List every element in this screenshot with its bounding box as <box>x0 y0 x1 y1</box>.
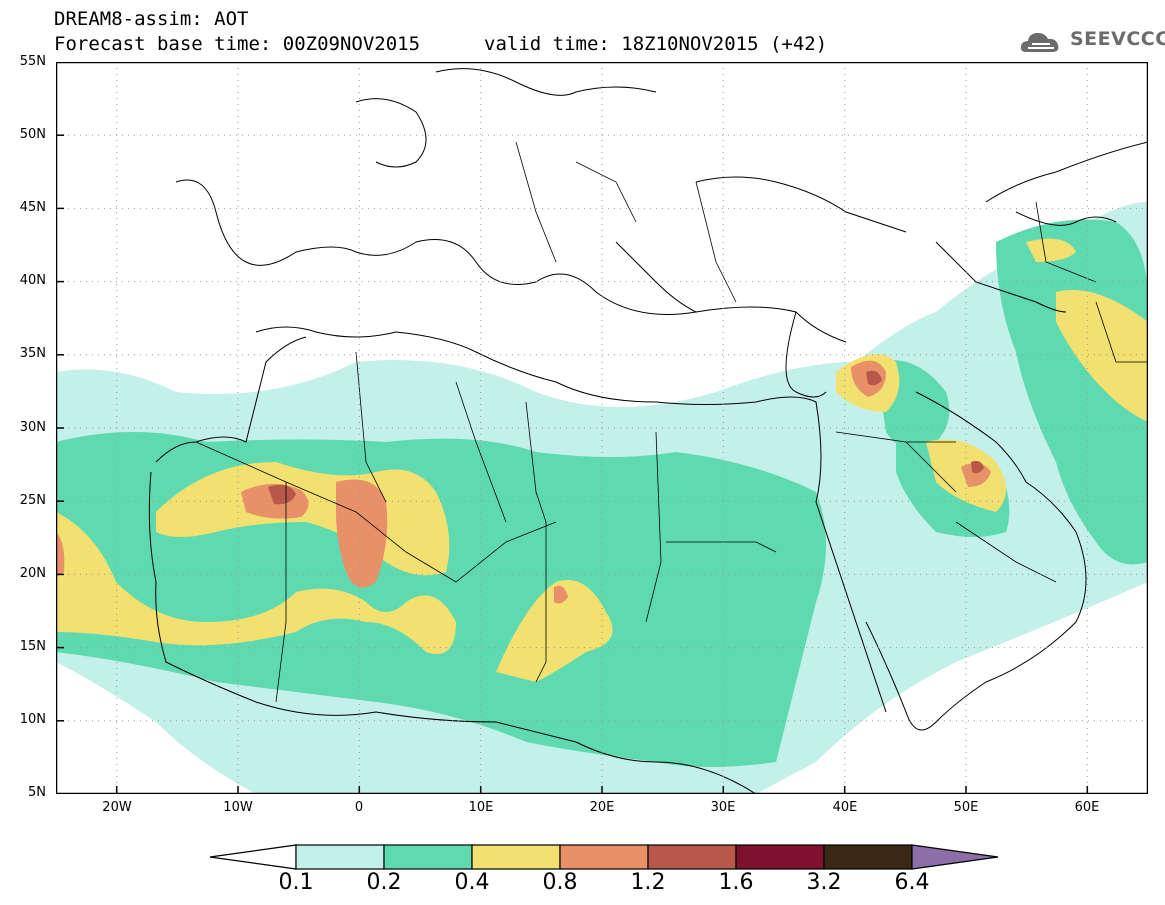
country-borders <box>195 141 1148 703</box>
colorbar-segment <box>823 844 913 870</box>
lat-label: 10N <box>19 712 46 727</box>
valid-time: valid time: 18Z10NOV2015 (+42) <box>484 33 828 55</box>
colorbar-label: 0.1 <box>278 870 314 895</box>
lat-label: 35N <box>19 346 46 361</box>
colorbar-segment <box>383 844 473 870</box>
colorbar-label: 0.4 <box>454 870 490 895</box>
lon-label: 10W <box>223 800 253 815</box>
colorbar-label: 0.2 <box>366 870 402 895</box>
colorbar-label: 1.6 <box>718 870 754 895</box>
colorbar-segment <box>647 844 737 870</box>
map-title: DREAM8-assim: AOT <box>54 8 249 30</box>
graticule <box>56 62 1148 794</box>
cloud-logo-icon <box>1020 33 1059 52</box>
axis-ticks <box>56 134 1089 794</box>
lon-label: 60E <box>1074 800 1100 815</box>
lat-label: 30N <box>19 420 46 435</box>
lon-label: 0 <box>354 800 364 815</box>
lat-label: 15N <box>19 639 46 654</box>
lat-label: 45N <box>19 200 46 215</box>
colorbar-high-arrow <box>911 844 999 870</box>
lon-label: 50E <box>953 800 979 815</box>
lat-label: 40N <box>19 273 46 288</box>
colorbar-label: 0.8 <box>542 870 578 895</box>
lon-label: 10E <box>468 800 494 815</box>
colorbar-segment <box>295 844 385 870</box>
forecast-base-time: Forecast base time: 00Z09NOV2015 <box>54 33 421 55</box>
lat-label: 50N <box>19 127 46 142</box>
lon-label: 40E <box>832 800 858 815</box>
colorbar-segment <box>735 844 825 870</box>
logo-text: SEEVCCC <box>1070 28 1165 50</box>
aot-map <box>56 62 1148 794</box>
colorbar-segment <box>559 844 649 870</box>
lon-label: 20W <box>102 800 132 815</box>
colorbar <box>209 844 999 870</box>
colorbar-label: 3.2 <box>806 870 842 895</box>
lon-label: 20E <box>589 800 615 815</box>
lon-label: 30E <box>710 800 736 815</box>
lat-label: 55N <box>19 54 46 69</box>
colorbar-label: 6.4 <box>894 870 930 895</box>
colorbar-low-arrow <box>209 844 297 870</box>
lat-label: 5N <box>28 785 46 800</box>
colorbar-label: 1.2 <box>630 870 666 895</box>
colorbar-segment <box>471 844 561 870</box>
lat-label: 25N <box>19 493 46 508</box>
aot-band-1.2 <box>268 370 984 505</box>
lat-label: 20N <box>19 566 46 581</box>
coastlines <box>148 68 1148 794</box>
